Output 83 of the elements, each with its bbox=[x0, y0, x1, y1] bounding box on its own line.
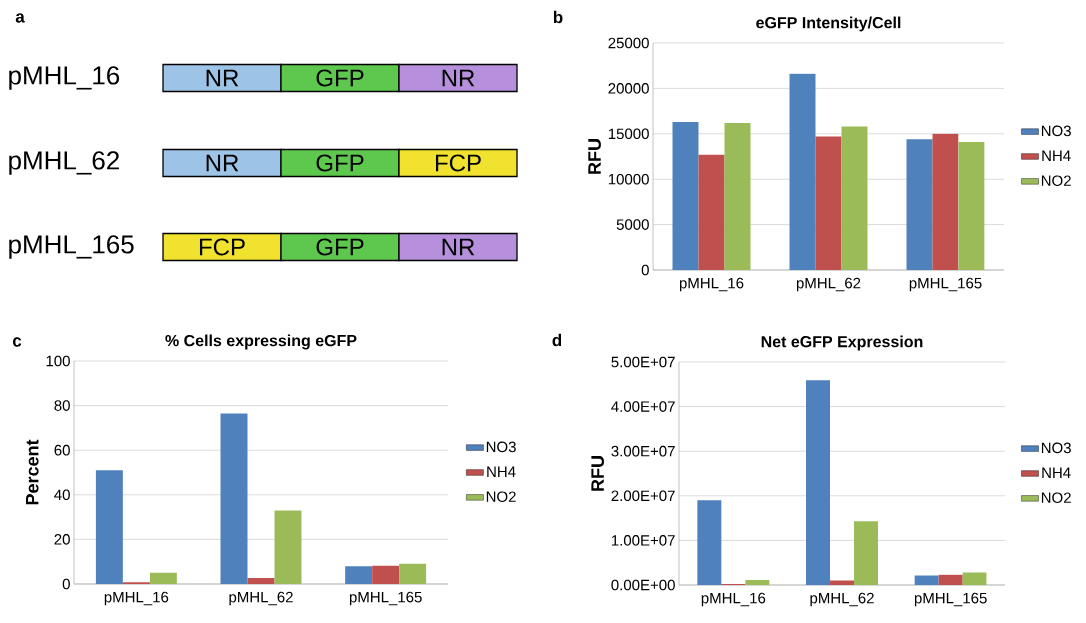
legend-label: NH4 bbox=[1042, 150, 1071, 161]
bar bbox=[698, 154, 725, 270]
x-tick-label: pMHL_62 bbox=[796, 277, 861, 292]
x-tick-label: pMHL_165 bbox=[909, 277, 982, 292]
y-tick-label: 0 bbox=[62, 578, 70, 590]
text: GFP bbox=[316, 69, 364, 87]
text: FCP bbox=[199, 238, 245, 256]
bar bbox=[841, 126, 868, 270]
legend-label: NO2 bbox=[486, 491, 516, 503]
y-tick-label: 5000 bbox=[616, 219, 649, 230]
bar bbox=[938, 574, 963, 585]
text: GFP bbox=[316, 238, 364, 256]
text: NR bbox=[442, 238, 475, 256]
chart-title: eGFP Intensity/Cell bbox=[756, 16, 901, 32]
y-tick-label: 60 bbox=[54, 444, 70, 456]
text: GFP bbox=[316, 154, 364, 172]
bar bbox=[220, 413, 248, 584]
y-tick-label: 1.00E+07 bbox=[611, 535, 675, 546]
x-tick-label: pMHL_16 bbox=[679, 277, 744, 292]
bar bbox=[697, 500, 722, 585]
bar bbox=[345, 566, 373, 584]
y-tick-label: 25000 bbox=[608, 37, 649, 49]
x-tick-label: pMHL_62 bbox=[810, 592, 874, 607]
chart-title: Net eGFP Expression bbox=[761, 335, 923, 351]
bar bbox=[372, 565, 400, 584]
text: NR bbox=[206, 69, 239, 87]
y-tick-label: 3.00E+07 bbox=[611, 445, 675, 457]
y-tick-label: 15000 bbox=[608, 128, 649, 140]
x-tick-label: pMHL_62 bbox=[229, 591, 293, 606]
text: pMHL_165 bbox=[9, 235, 134, 259]
x-tick-label: pMHL_165 bbox=[349, 591, 422, 606]
y-tick-label: 4.00E+07 bbox=[611, 401, 675, 412]
bar bbox=[854, 521, 878, 585]
bar bbox=[962, 572, 987, 585]
legend-label: NO3 bbox=[1041, 125, 1071, 137]
text: FCP bbox=[435, 154, 481, 172]
x-tick-label: pMHL_16 bbox=[701, 592, 766, 607]
y-tick-label: 20000 bbox=[608, 83, 649, 94]
bar bbox=[830, 580, 854, 585]
x-tick-label: pMHL_16 bbox=[104, 591, 169, 606]
bar bbox=[247, 577, 275, 584]
bar bbox=[274, 510, 302, 584]
text: a bbox=[15, 13, 25, 23]
legend-label: NO2 bbox=[1041, 492, 1071, 504]
y-tick-label: 2.00E+07 bbox=[611, 490, 675, 502]
y-tick-label: 0 bbox=[641, 264, 649, 276]
text: NR bbox=[442, 69, 475, 87]
bar bbox=[914, 575, 939, 585]
bar bbox=[789, 73, 816, 270]
y-tick-label: 80 bbox=[54, 400, 70, 411]
text: d bbox=[552, 333, 562, 347]
legend-label: NO3 bbox=[486, 441, 516, 453]
text: pMHL_16 bbox=[9, 66, 120, 90]
bar bbox=[958, 141, 985, 270]
y-tick-label: 10000 bbox=[608, 173, 649, 185]
y-axis-title: Percent bbox=[26, 439, 39, 505]
text: b bbox=[553, 10, 563, 24]
y-tick-label: 20 bbox=[54, 534, 70, 545]
bar bbox=[149, 572, 177, 584]
bar bbox=[932, 133, 959, 270]
y-tick-label: 40 bbox=[54, 489, 70, 501]
legend-label: NH4 bbox=[487, 466, 516, 477]
bar bbox=[95, 470, 123, 584]
legend-label: NO3 bbox=[1041, 442, 1071, 454]
bar bbox=[724, 122, 751, 270]
y-tick-label: 0.00E+00 bbox=[611, 579, 675, 591]
bar bbox=[815, 136, 842, 270]
text: pMHL_62 bbox=[9, 151, 119, 175]
legend-label: NH4 bbox=[1042, 467, 1071, 478]
legend-label: NO2 bbox=[1041, 175, 1071, 187]
y-tick-label: 5.00E+07 bbox=[611, 356, 675, 368]
text: c bbox=[12, 337, 22, 347]
bar bbox=[806, 380, 830, 585]
y-tick-label: 100 bbox=[46, 355, 70, 367]
bar bbox=[399, 563, 427, 584]
bar bbox=[906, 139, 933, 270]
y-axis-title: RFU bbox=[588, 139, 601, 174]
bar bbox=[745, 580, 770, 585]
y-axis-title: RFU bbox=[591, 456, 604, 491]
chart-title: % Cells expressing eGFP bbox=[165, 334, 357, 350]
bar bbox=[672, 121, 699, 270]
text: NR bbox=[206, 154, 239, 172]
x-tick-label: pMHL_165 bbox=[914, 592, 987, 607]
